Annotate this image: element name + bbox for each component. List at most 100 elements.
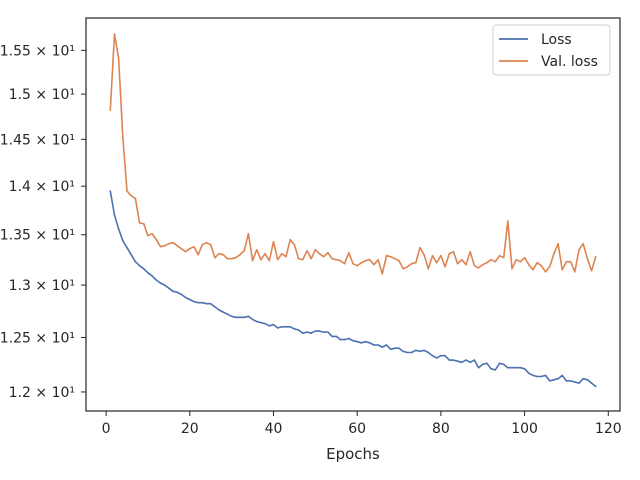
data-point <box>544 374 547 377</box>
data-point <box>130 253 132 256</box>
data-point <box>209 302 212 305</box>
data-point <box>352 339 354 342</box>
data-point <box>201 243 204 246</box>
data-point <box>498 254 501 257</box>
data-point <box>590 382 593 384</box>
data-point <box>582 242 584 245</box>
data-point <box>427 351 430 354</box>
data-point <box>222 311 225 313</box>
data-point <box>285 255 287 258</box>
data-point <box>276 258 279 261</box>
data-point <box>322 331 325 333</box>
data-point <box>415 349 417 352</box>
data-point <box>586 379 589 381</box>
data-point <box>452 250 455 253</box>
data-point <box>481 363 484 366</box>
x-tick-label: 40 <box>265 421 283 437</box>
data-point <box>586 257 589 260</box>
y-tick-label: 1.55 × 10¹ <box>0 43 75 59</box>
data-point <box>507 220 509 222</box>
data-point <box>465 359 467 361</box>
data-point <box>109 109 112 111</box>
data-point <box>498 362 501 365</box>
data-point <box>456 262 459 265</box>
x-tick-label: 80 <box>432 421 450 437</box>
data-point <box>339 338 342 341</box>
data-point <box>189 298 191 301</box>
data-point <box>260 321 262 324</box>
data-point <box>335 335 338 338</box>
data-point <box>548 380 551 382</box>
data-point <box>473 264 476 267</box>
data-point <box>553 379 555 381</box>
data-point <box>318 330 321 332</box>
data-point <box>147 272 149 274</box>
data-point <box>519 366 522 369</box>
data-point <box>440 254 442 257</box>
data-point <box>360 342 363 344</box>
data-point <box>239 316 241 319</box>
data-point <box>544 271 547 273</box>
series-line <box>109 190 597 388</box>
data-point <box>481 263 484 266</box>
data-point <box>184 296 187 299</box>
data-point <box>356 264 359 267</box>
x-tick-label: 100 <box>511 421 538 437</box>
data-point <box>373 263 375 266</box>
data-point <box>235 256 237 259</box>
data-point <box>197 253 199 256</box>
data-point <box>268 259 271 262</box>
data-point <box>389 255 392 258</box>
data-point <box>528 372 530 375</box>
data-point <box>377 344 379 346</box>
data-point <box>440 354 442 357</box>
data-point <box>331 257 333 260</box>
data-point <box>230 315 233 318</box>
data-point <box>419 350 421 353</box>
axes-frame <box>85 17 621 412</box>
data-point <box>402 350 405 353</box>
data-point <box>348 251 350 254</box>
data-point <box>314 248 317 251</box>
data-point <box>255 320 258 323</box>
data-point <box>172 241 174 244</box>
data-point <box>364 259 367 262</box>
series-1 <box>109 190 597 388</box>
data-point <box>180 293 183 296</box>
data-point <box>561 374 563 377</box>
data-point <box>402 268 405 270</box>
data-point <box>377 258 379 261</box>
data-point <box>201 301 204 304</box>
data-point <box>557 377 559 380</box>
data-point <box>218 309 220 311</box>
data-point <box>569 260 572 263</box>
data-point <box>477 267 480 269</box>
data-point <box>394 257 396 260</box>
data-point <box>557 242 559 245</box>
data-point <box>155 238 158 241</box>
data-point <box>364 340 367 343</box>
data-point <box>255 248 258 251</box>
data-point <box>385 344 388 346</box>
legend-label: Val. loss <box>541 54 598 70</box>
data-point <box>406 266 409 268</box>
data-point <box>431 354 434 357</box>
data-point <box>260 258 262 261</box>
data-point <box>473 359 476 361</box>
y-axis: 1.2 × 10¹ 1.25 × 10¹ 1.3 × 10¹ 1.35 × 10¹ 1.… <box>0 43 86 401</box>
data-point <box>465 263 467 266</box>
data-point <box>477 366 480 369</box>
data-point <box>155 279 158 281</box>
data-point <box>264 322 266 325</box>
data-point <box>302 332 304 335</box>
data-point <box>113 33 116 35</box>
data-point <box>306 331 308 333</box>
data-point <box>297 257 300 260</box>
data-point <box>444 266 446 268</box>
x-tick-label: 0 <box>102 421 111 437</box>
data-point <box>448 252 451 255</box>
data-point <box>247 315 250 318</box>
data-point <box>318 252 321 255</box>
data-point <box>222 253 225 256</box>
data-point <box>502 363 505 366</box>
